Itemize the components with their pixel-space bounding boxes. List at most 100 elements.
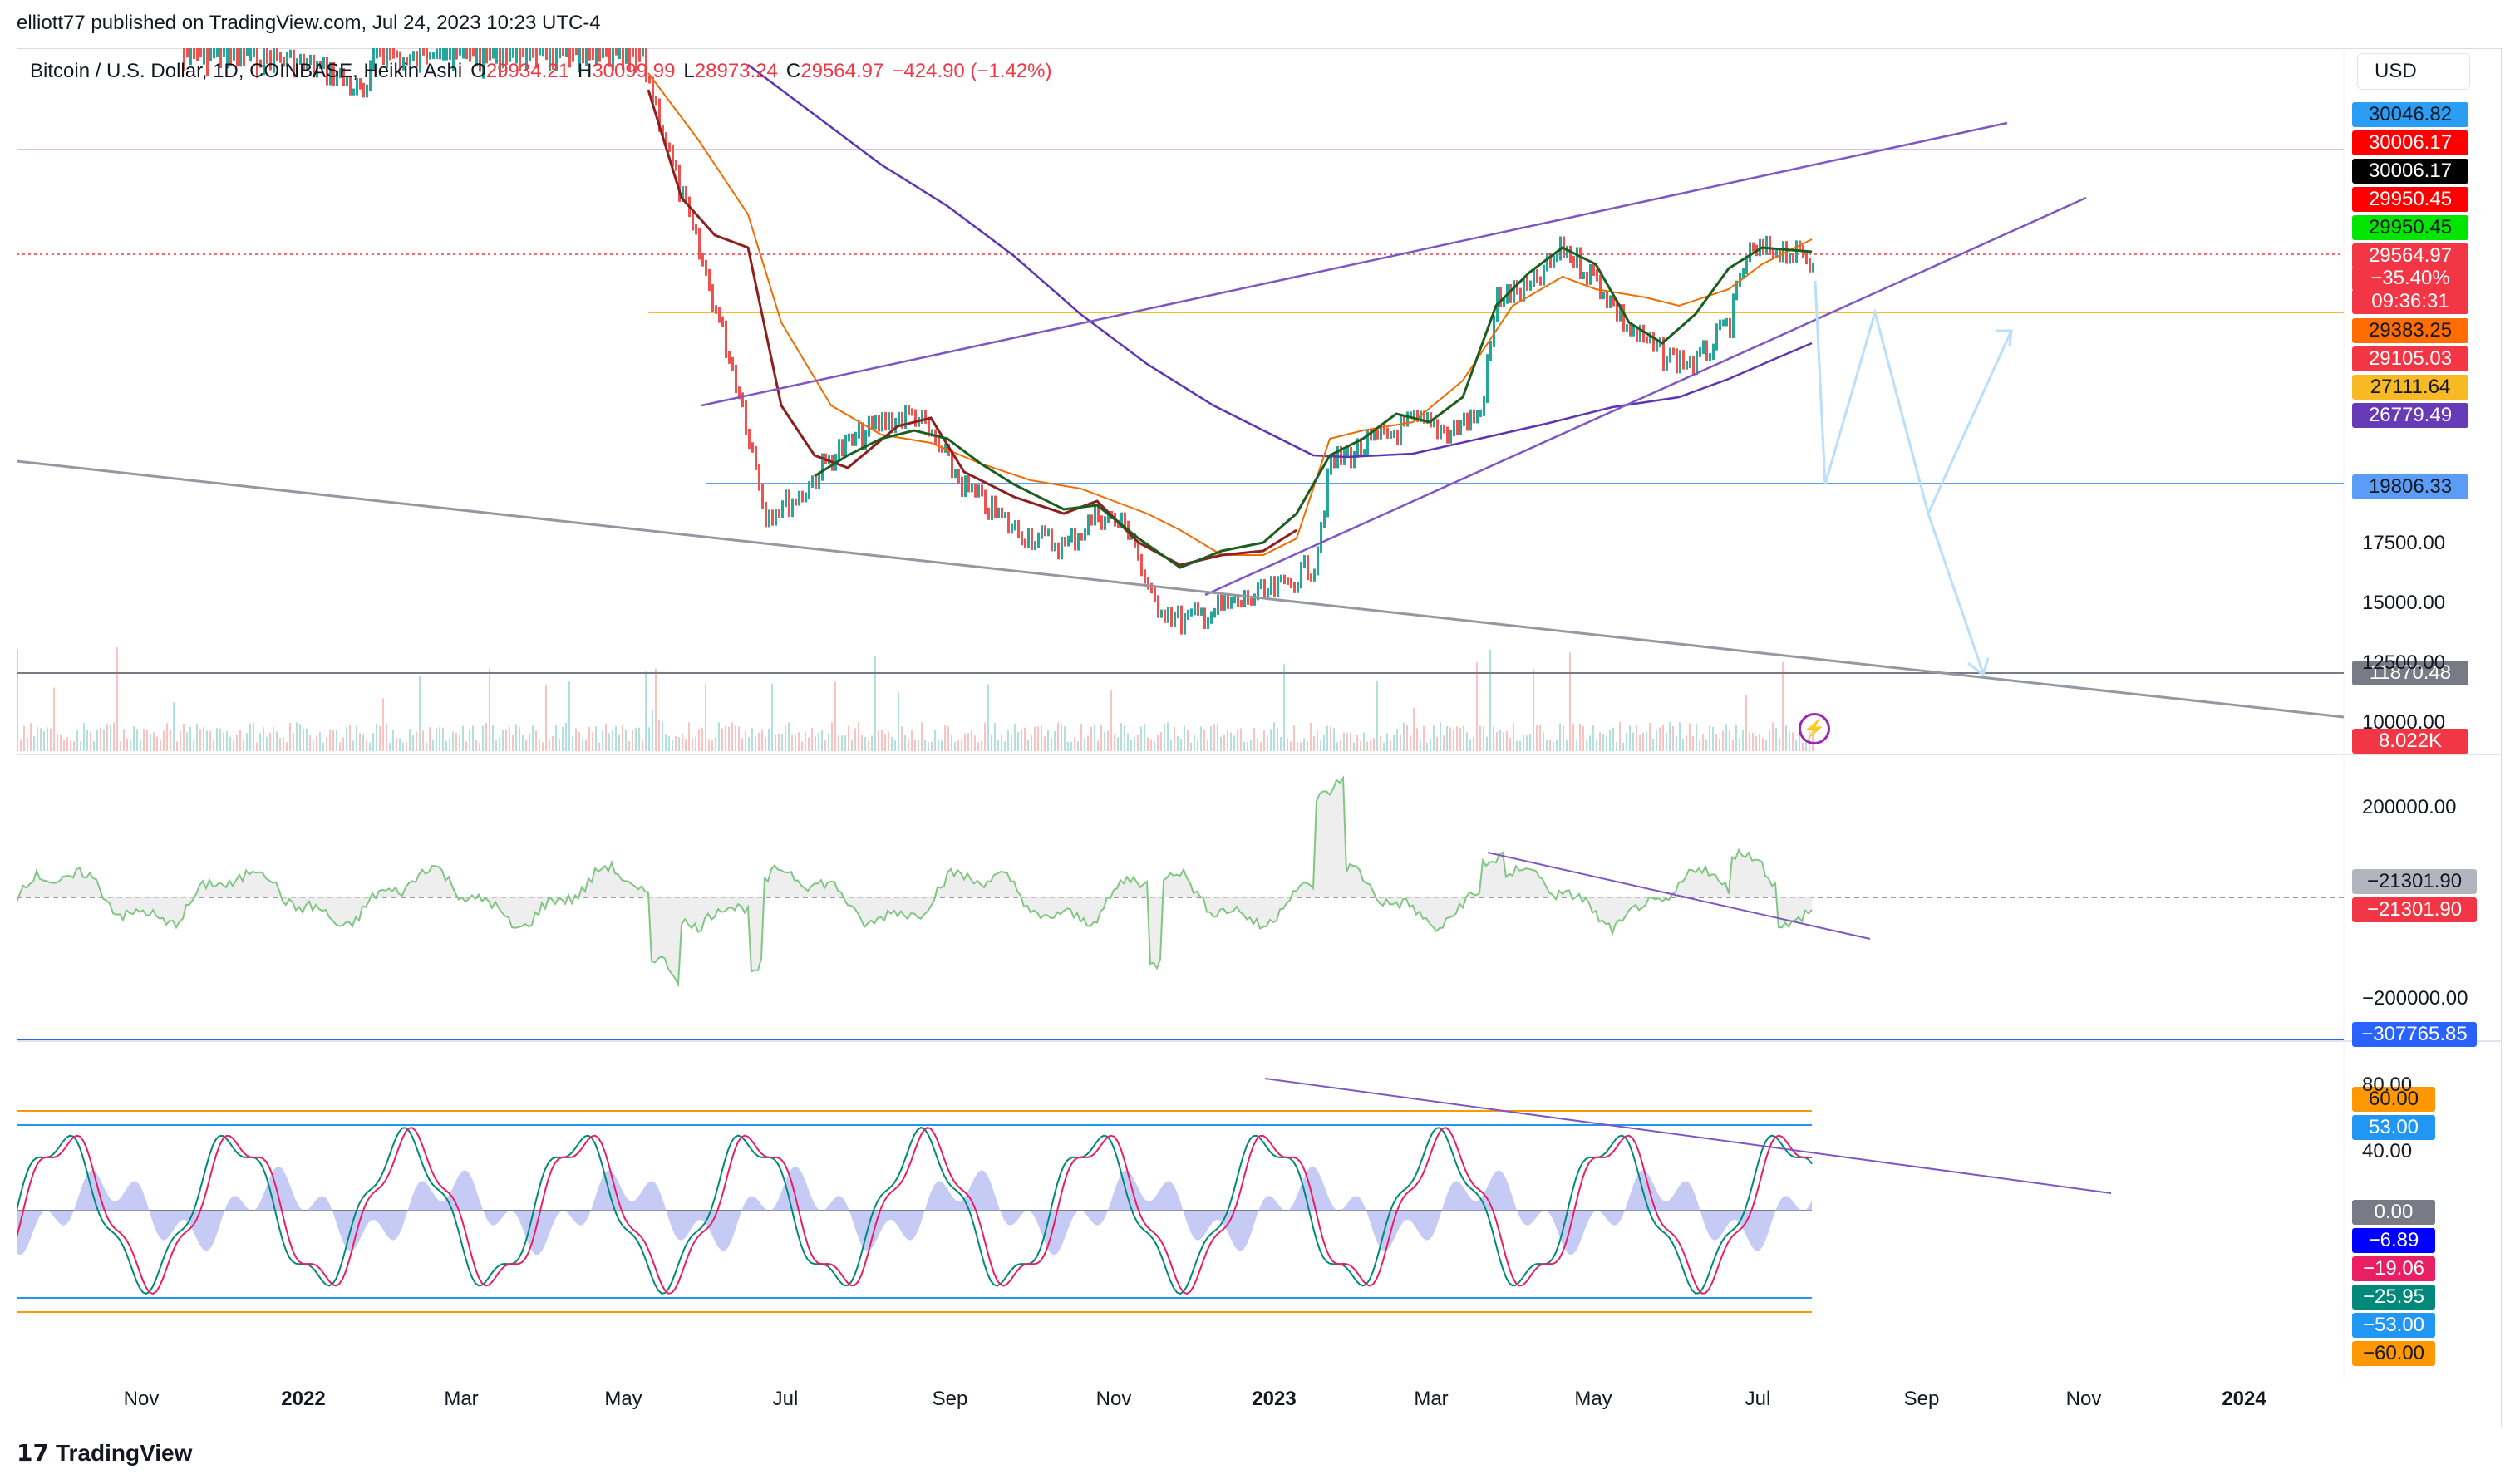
- volume-bar: [396, 738, 397, 751]
- lightning-icon[interactable]: ⚡: [1799, 713, 1830, 744]
- volume-bar: [635, 728, 637, 751]
- candle: [808, 481, 810, 499]
- candle: [781, 500, 784, 518]
- candle: [545, 48, 548, 61]
- volume-bar: [1077, 741, 1079, 751]
- volume-bar: [894, 740, 896, 751]
- candle: [1194, 602, 1196, 616]
- price-tag: 30006.17: [2352, 130, 2468, 155]
- volume-bar: [1765, 740, 1767, 751]
- volume-bar: [1636, 724, 1637, 751]
- published-caption: elliott77 published on TradingView.com, …: [17, 12, 601, 34]
- candle: [1024, 538, 1026, 548]
- candle: [818, 474, 820, 489]
- volume-bar: [721, 728, 723, 751]
- volume-bar: [771, 683, 773, 751]
- volume-bar: [1310, 723, 1312, 751]
- volume-bar: [1699, 740, 1700, 751]
- volume-bar: [346, 727, 347, 751]
- candle: [233, 48, 235, 61]
- volume-bar: [1413, 707, 1415, 751]
- chart-canvas[interactable]: [17, 48, 2502, 1427]
- candle: [1553, 255, 1555, 268]
- volume-bar: [445, 740, 447, 751]
- forecast-path: [1814, 280, 2013, 518]
- candle: [1606, 292, 1608, 309]
- candle: [1137, 540, 1139, 561]
- candle: [1054, 542, 1056, 552]
- symbol-name[interactable]: Bitcoin / U.S. Dollar, 1D, COINBASE, Hei…: [30, 60, 463, 82]
- osc1-area: [17, 778, 1812, 985]
- volume-bar: [1104, 731, 1105, 751]
- candle: [678, 164, 681, 202]
- candle: [409, 54, 411, 66]
- candle: [1682, 350, 1685, 370]
- candle: [685, 185, 687, 204]
- symbol-legend[interactable]: Bitcoin / U.S. Dollar, 1D, COINBASE, Hei…: [30, 60, 1051, 83]
- candle: [751, 442, 754, 453]
- tradingview-footer[interactable]: 17 TradingView: [17, 1439, 192, 1467]
- volume-bar: [1257, 738, 1258, 751]
- volume-bar: [1293, 725, 1295, 751]
- osc1-tag: −307765.85: [2352, 1022, 2477, 1047]
- osc2-tag: −60.00: [2352, 1341, 2435, 1366]
- candle: [1376, 429, 1379, 440]
- ema-mid-line: [647, 89, 1297, 567]
- candle: [366, 84, 368, 98]
- candle: [1260, 579, 1262, 590]
- volume-bar: [815, 735, 816, 751]
- volume-bar: [1074, 737, 1075, 751]
- volume-bar: [1174, 726, 1175, 751]
- candle: [226, 48, 229, 69]
- candle: [216, 48, 219, 57]
- volume-bar: [189, 726, 191, 751]
- candle: [1200, 607, 1203, 616]
- candle: [1483, 396, 1485, 416]
- volume-bar: [43, 730, 45, 751]
- volume-bar: [1416, 728, 1418, 751]
- candle: [635, 48, 637, 73]
- volume-bar: [1483, 726, 1484, 751]
- volume-bar: [1057, 722, 1059, 751]
- candle: [658, 98, 661, 132]
- volume-bar: [63, 739, 65, 751]
- volume-bar: [1353, 742, 1355, 751]
- candle: [313, 54, 315, 78]
- candle: [1390, 430, 1392, 439]
- volume-bar: [170, 729, 171, 751]
- time-tick-label: Jul: [772, 1388, 799, 1410]
- osc2-tag: 53.00: [2352, 1115, 2435, 1140]
- currency-button[interactable]: USD: [2357, 53, 2470, 90]
- volume-bar: [73, 741, 75, 751]
- candle: [276, 48, 278, 62]
- volume-bar: [934, 730, 936, 751]
- candle: [748, 429, 751, 450]
- volume-bar: [306, 729, 308, 751]
- volume-bar: [1749, 732, 1750, 751]
- candle: [758, 463, 760, 491]
- volume-bar: [1393, 735, 1395, 751]
- axis-tick-label: −200000.00: [2362, 987, 2468, 1010]
- candle: [329, 62, 332, 86]
- volume-bar: [1356, 735, 1358, 751]
- volume-bar: [1509, 737, 1511, 751]
- candle: [1017, 519, 1020, 538]
- price-tag: 8.022K: [2352, 729, 2468, 754]
- osc2-trendline: [1264, 1078, 2112, 1194]
- candle: [399, 51, 401, 71]
- candle: [1243, 590, 1246, 607]
- volume-bar: [309, 735, 311, 751]
- chart-frame[interactable]: [17, 48, 2502, 1427]
- candle: [1217, 594, 1219, 615]
- candle: [938, 438, 940, 453]
- volume-bar: [492, 725, 494, 751]
- candle: [1572, 256, 1575, 268]
- candle: [1124, 512, 1126, 528]
- volume-bar: [685, 739, 687, 751]
- candle: [1356, 438, 1359, 458]
- volume-bar: [505, 729, 507, 751]
- candle: [868, 415, 870, 437]
- volume-bar: [1250, 740, 1252, 751]
- candle: [189, 48, 192, 66]
- candle: [1416, 410, 1419, 422]
